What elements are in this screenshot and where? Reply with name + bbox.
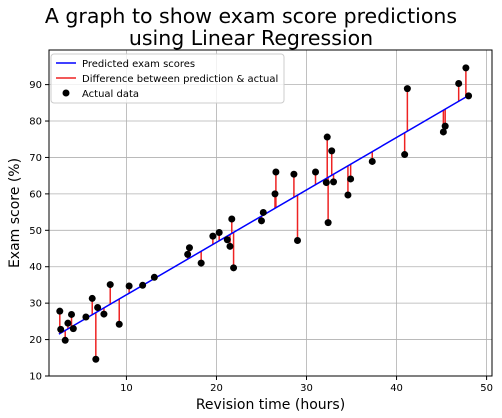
data-point	[271, 190, 279, 198]
data-point	[347, 175, 355, 183]
y-tick-label: 50	[29, 226, 42, 237]
y-tick-label: 40	[29, 262, 42, 273]
data-point	[82, 313, 90, 321]
data-point	[88, 294, 96, 302]
data-point	[330, 178, 338, 186]
data-point	[115, 320, 123, 328]
y-tick-label: 70	[29, 153, 42, 164]
y-tick-label: 60	[29, 189, 42, 200]
data-point	[228, 215, 236, 223]
x-tick-label: 20	[210, 383, 223, 394]
data-point	[125, 282, 133, 290]
data-point	[64, 319, 72, 327]
data-point	[100, 310, 108, 318]
data-point	[223, 236, 231, 244]
data-point	[106, 281, 114, 289]
y-tick-label: 90	[29, 80, 42, 91]
data-point	[197, 259, 205, 267]
data-point	[403, 85, 411, 93]
data-point	[185, 244, 193, 252]
x-tick-label: 40	[390, 383, 403, 394]
data-point	[324, 219, 332, 227]
data-point	[401, 151, 409, 159]
chart-title-line-1: A graph to show exam score predictions	[44, 4, 458, 28]
x-axis-ticks: 10 20 30 40 50	[120, 376, 493, 394]
data-point	[322, 179, 330, 187]
legend-label-residual: Difference between prediction & actual	[82, 74, 278, 85]
plot-frame	[48, 49, 493, 377]
legend-point-swatch	[62, 89, 70, 97]
legend-label-line: Predicted exam scores	[82, 59, 195, 70]
data-points	[56, 64, 473, 363]
data-point	[230, 264, 238, 272]
data-point	[57, 325, 65, 333]
data-point	[61, 336, 69, 344]
data-point	[439, 128, 447, 136]
y-tick-label: 20	[29, 335, 42, 346]
data-point	[368, 157, 376, 165]
data-point	[462, 64, 470, 72]
legend: Predicted exam scores Difference between…	[50, 53, 285, 104]
data-point	[290, 170, 298, 178]
legend-label-points: Actual data	[82, 89, 139, 100]
data-point	[209, 232, 217, 240]
data-point	[215, 228, 223, 236]
data-point	[294, 237, 302, 245]
data-point	[272, 168, 280, 176]
chart-title-line-2: using Linear Regression	[128, 26, 374, 50]
data-point	[69, 325, 77, 333]
y-tick-label: 80	[29, 117, 42, 128]
data-point	[139, 281, 147, 289]
data-point	[56, 307, 64, 315]
data-point	[184, 250, 192, 258]
data-point	[259, 208, 267, 216]
y-tick-label: 30	[29, 299, 42, 310]
data-point	[226, 242, 234, 250]
data-point	[68, 310, 76, 318]
y-axis-ticks: 10 20 30 40 50 60 70 80 90	[29, 80, 49, 383]
data-point	[94, 304, 102, 312]
data-point	[455, 80, 463, 88]
data-point	[441, 122, 449, 130]
data-point	[344, 191, 352, 199]
x-axis-label: Revision time (hours)	[196, 397, 345, 413]
data-point	[323, 133, 331, 141]
data-point	[257, 217, 265, 225]
x-tick-label: 10	[120, 383, 133, 394]
data-point	[312, 168, 320, 176]
data-point	[92, 355, 100, 363]
data-point	[465, 92, 473, 100]
y-tick-label: 10	[29, 372, 42, 383]
y-axis-label: Exam score (%)	[7, 158, 23, 268]
x-tick-label: 30	[300, 383, 313, 394]
data-point	[150, 273, 158, 281]
legend-box	[50, 53, 285, 104]
x-tick-label: 50	[480, 383, 493, 394]
data-point	[328, 147, 336, 155]
